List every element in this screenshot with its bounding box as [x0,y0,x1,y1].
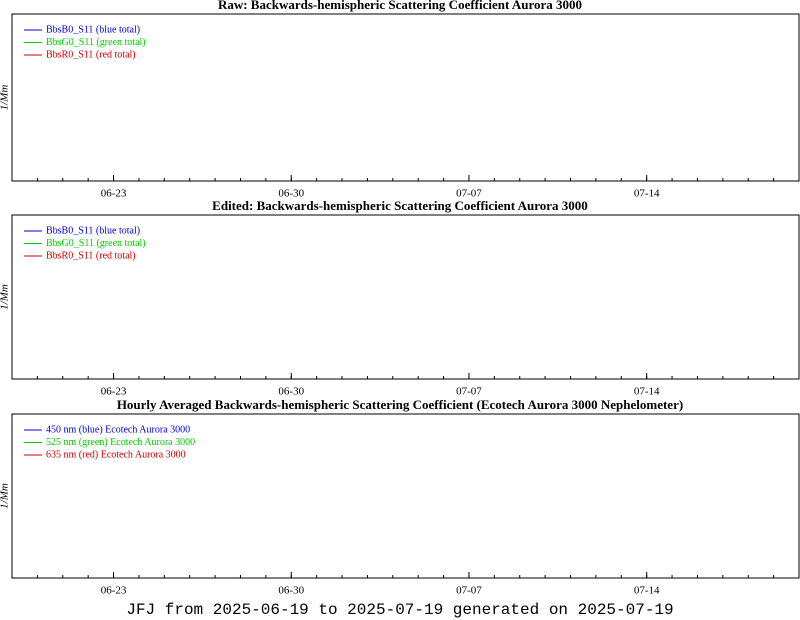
x-tick-label: 06-23 [101,386,127,398]
legend-label: BbsR0_S11 (red total) [46,49,136,60]
y-axis-label: 1/Mm [0,483,11,509]
footer: JFJ from 2025-06-19 to 2025-07-19 genera… [126,601,673,619]
x-tick-label: 07-14 [634,188,660,200]
x-tick-label: 06-30 [278,386,304,398]
legend-label: BbsG0_S11 (green total) [46,37,146,48]
legend-label: 525 nm (green) Ecotech Aurora 3000 [46,437,195,448]
plot-frame [11,214,800,380]
plot-frame [11,13,800,182]
legend-label: BbsG0_S11 (green total) [46,238,146,249]
plot-frame [11,413,800,579]
x-tick-label: 06-23 [101,188,127,200]
x-tick-label: 07-14 [634,386,660,398]
legend-label: BbsB0_S11 (blue total) [46,225,140,236]
x-tick-label: 06-23 [101,585,127,597]
y-axis-label: 1/Mm [0,284,11,310]
legend-label: BbsB0_S11 (blue total) [46,24,140,35]
chart-title: Hourly Averaged Backwards-hemispheric Sc… [117,397,683,412]
legend-label: 635 nm (red) Ecotech Aurora 3000 [46,449,186,460]
x-tick-label: 07-14 [634,585,660,597]
chart-title: Raw: Backwards-hemispheric Scattering Co… [218,0,582,12]
x-tick-label: 07-07 [456,386,482,398]
legend-label: BbsR0_S11 (red total) [46,250,136,261]
x-tick-label: 06-30 [278,188,304,200]
x-tick-label: 06-30 [278,585,304,597]
chart-title: Edited: Backwards-hemispheric Scattering… [212,198,588,213]
x-tick-label: 07-07 [456,188,482,200]
y-axis-label: 1/Mm [0,85,11,111]
x-tick-label: 07-07 [456,585,482,597]
legend-label: 450 nm (blue) Ecotech Aurora 3000 [46,424,190,435]
